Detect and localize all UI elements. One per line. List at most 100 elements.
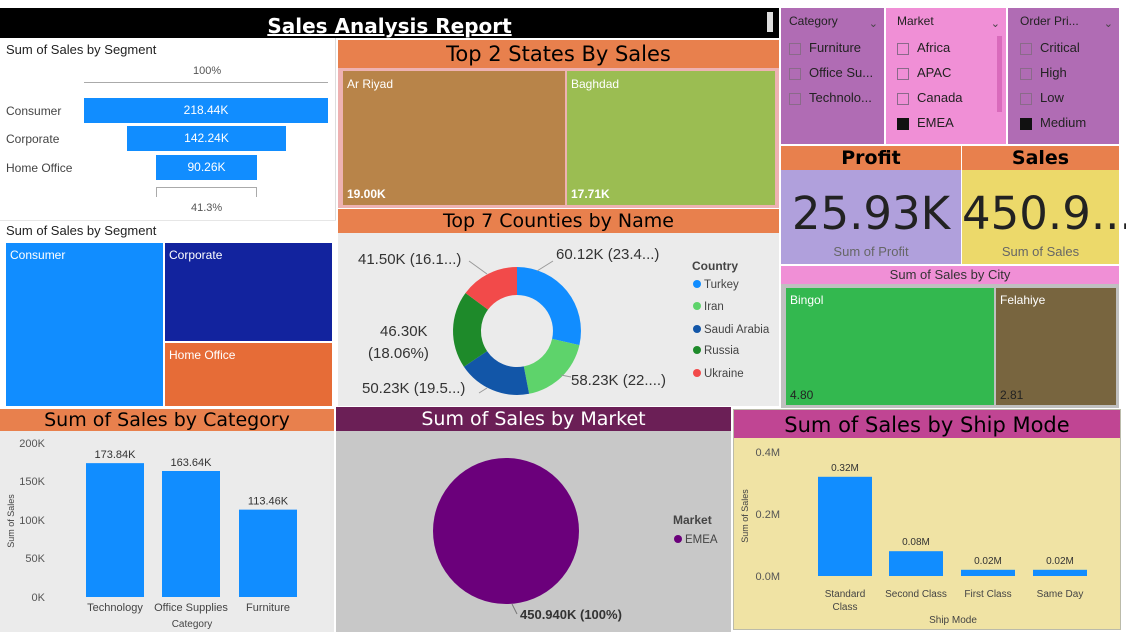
donut-slice-iran[interactable] bbox=[523, 338, 580, 394]
checkbox-icon bbox=[789, 67, 801, 80]
slicer-item-canada[interactable]: Canada bbox=[897, 85, 1006, 110]
shipmode-bar[interactable] bbox=[818, 476, 872, 576]
segment-funnel-panel: Sum of Sales by Segment 100% Consumer 21… bbox=[0, 38, 336, 220]
order-priority-slicer: Order Pri... ⌄ Critical High Low Medium bbox=[1008, 8, 1119, 144]
category-bar[interactable] bbox=[162, 470, 220, 597]
checkbox-checked-icon bbox=[897, 117, 909, 130]
legend-russia[interactable]: Russia bbox=[704, 345, 740, 357]
funnel-bar-consumer[interactable]: 218.44K bbox=[84, 98, 328, 123]
funnel-bar-home-office[interactable]: 90.26K bbox=[156, 155, 257, 180]
shipmode-chart-title: Sum of Sales by Ship Mode bbox=[784, 413, 1070, 437]
slicer-item-high[interactable]: High bbox=[1020, 60, 1119, 85]
state-tile-baghdad[interactable]: Baghdad 17.71K bbox=[567, 71, 775, 205]
treemap-tile-home-office[interactable]: Home Office bbox=[165, 343, 332, 406]
sales-card: Sales 450.9... Sum of Sales bbox=[962, 146, 1126, 264]
legend-saudi-arabia[interactable]: Saudi Arabia bbox=[704, 324, 770, 336]
cat-ytick-4: 0K bbox=[32, 592, 46, 604]
slicer-item-office-supplies[interactable]: Office Su... bbox=[789, 60, 884, 85]
shipmode-chart-panel: Sum of Sales by Ship Mode 0.4M 0.2M 0.0M… bbox=[733, 409, 1121, 630]
cat-ytick-3: 50K bbox=[25, 553, 45, 565]
countries-panel: Top 7 Counties by Name 60.12K (23.4...) … bbox=[338, 209, 779, 406]
order-priority-slicer-header[interactable]: Order Pri... ⌄ bbox=[1020, 11, 1119, 31]
city-tile-bingol[interactable]: Bingol 4.80 bbox=[786, 288, 994, 405]
donut-group bbox=[453, 260, 581, 395]
slicer-item-apac[interactable]: APAC bbox=[897, 60, 1006, 85]
slicer-item-technology[interactable]: Technolo... bbox=[789, 85, 884, 110]
shipmode-bar-value: 0.32M bbox=[831, 463, 859, 474]
donut-slice-ukraine[interactable] bbox=[465, 267, 518, 310]
slicer-item-africa[interactable]: Africa bbox=[897, 35, 1006, 60]
scroll-handle[interactable] bbox=[767, 12, 773, 32]
report-title: Sales Analysis Report bbox=[267, 14, 512, 38]
city-tile-felahiye[interactable]: Felahiye 2.81 bbox=[996, 288, 1116, 405]
pie-slice-emea[interactable] bbox=[433, 458, 579, 604]
leader-saudi bbox=[478, 387, 488, 394]
cat-ytick-2: 100K bbox=[19, 515, 45, 527]
chevron-down-icon[interactable]: ⌄ bbox=[1103, 18, 1113, 30]
profit-card-header: Profit bbox=[781, 146, 961, 170]
category-slicer-header[interactable]: Category ⌄ bbox=[789, 11, 884, 31]
states-header: Top 2 States By Sales bbox=[338, 40, 779, 68]
chevron-down-icon[interactable]: ⌄ bbox=[990, 18, 1000, 30]
sales-card-header: Sales bbox=[962, 146, 1119, 170]
treemap-tile-consumer[interactable]: Consumer bbox=[6, 243, 163, 406]
countries-legend-title: Country bbox=[692, 259, 738, 273]
shipmode-bar-chart: 0.4M 0.2M 0.0M Sum of Sales Ship Mode 0.… bbox=[740, 447, 1087, 626]
shipmode-tick-label: Standard bbox=[825, 589, 866, 600]
countries-title: Top 7 Counties by Name bbox=[443, 210, 674, 232]
checkbox-icon bbox=[1020, 42, 1032, 55]
ship-ytick-2: 0.0M bbox=[756, 571, 780, 583]
shipmode-bar[interactable] bbox=[889, 551, 943, 576]
funnel-top-pct: 100% bbox=[193, 65, 222, 77]
slicer-item-low[interactable]: Low bbox=[1020, 85, 1119, 110]
treemap-tile-corporate[interactable]: Corporate bbox=[165, 243, 332, 341]
market-slicer: Market⌄ Africa APAC Canada EMEA EU bbox=[886, 8, 1006, 144]
category-bar[interactable] bbox=[86, 463, 144, 597]
slicer-item-emea[interactable]: EMEA bbox=[897, 110, 1006, 135]
pie-label: 450.940K (100%) bbox=[520, 607, 622, 622]
leader-iran bbox=[560, 374, 572, 378]
shipmode-bar[interactable] bbox=[961, 569, 1015, 576]
profit-value: 25.93K bbox=[791, 187, 951, 240]
funnel-label-corporate: Corporate bbox=[6, 132, 60, 146]
sales-header-label: Sales bbox=[1011, 147, 1070, 169]
category-chart-panel: Sum of Sales by Category 200K 150K 100K … bbox=[0, 409, 334, 632]
donut-slice-turkey[interactable] bbox=[517, 267, 581, 346]
category-chart-header: Sum of Sales by Category bbox=[0, 409, 334, 431]
legend-ukraine[interactable]: Ukraine bbox=[704, 368, 744, 380]
shipmode-tick-label: First Class bbox=[964, 589, 1011, 600]
market-slicer-items: Africa APAC Canada EMEA EU bbox=[897, 35, 1006, 140]
sales-value: 450.9... bbox=[962, 187, 1126, 240]
category-bar[interactable] bbox=[239, 509, 297, 597]
slicer-item-critical[interactable]: Critical bbox=[1020, 35, 1119, 60]
legend-turkey[interactable]: Turkey bbox=[704, 279, 739, 291]
market-slicer-header[interactable]: Market ⌄ bbox=[897, 11, 1006, 31]
shipmode-tick-label: Second Class bbox=[885, 589, 947, 600]
market-legend-emea[interactable]: EMEA bbox=[685, 534, 718, 546]
profit-header-label: Profit bbox=[841, 147, 901, 169]
checkbox-icon bbox=[1020, 92, 1032, 105]
donut-slice-russia[interactable] bbox=[453, 293, 488, 367]
funnel-bar-corporate[interactable]: 142.24K bbox=[127, 126, 286, 151]
profit-label: Sum of Profit bbox=[833, 244, 909, 259]
funnel-bottom-pct: 41.3% bbox=[191, 202, 223, 214]
market-slicer-scrollbar[interactable] bbox=[997, 36, 1002, 112]
sales-label: Sum of Sales bbox=[1001, 244, 1080, 259]
state-tile-ar-riyad[interactable]: Ar Riyad 19.00K bbox=[343, 71, 565, 205]
market-chart-header: Sum of Sales by Market bbox=[336, 407, 731, 431]
cat-ylabel: Sum of Sales bbox=[6, 494, 16, 548]
slicer-item-furniture[interactable]: Furniture bbox=[789, 35, 884, 60]
chevron-down-icon[interactable]: ⌄ bbox=[868, 18, 878, 30]
shipmode-bar[interactable] bbox=[1033, 569, 1087, 576]
slicer-item-medium[interactable]: Medium bbox=[1020, 110, 1119, 135]
legend-iran[interactable]: Iran bbox=[704, 301, 724, 313]
category-bar-value: 173.84K bbox=[95, 449, 137, 461]
segment-treemap-title: Sum of Sales by Segment bbox=[6, 223, 157, 238]
slicer-item-eu[interactable]: EU bbox=[897, 135, 1006, 140]
category-slicer: Category ⌄ Furniture Office Su... Technol… bbox=[781, 8, 884, 144]
cat-xlabel: Category bbox=[172, 619, 213, 630]
funnel-title: Sum of Sales by Segment bbox=[6, 42, 157, 57]
donut-label-iran: 58.23K (22....) bbox=[571, 372, 666, 389]
category-tick-label: Technology bbox=[87, 602, 143, 614]
donut-slice-saudi-arabia[interactable] bbox=[463, 351, 530, 395]
